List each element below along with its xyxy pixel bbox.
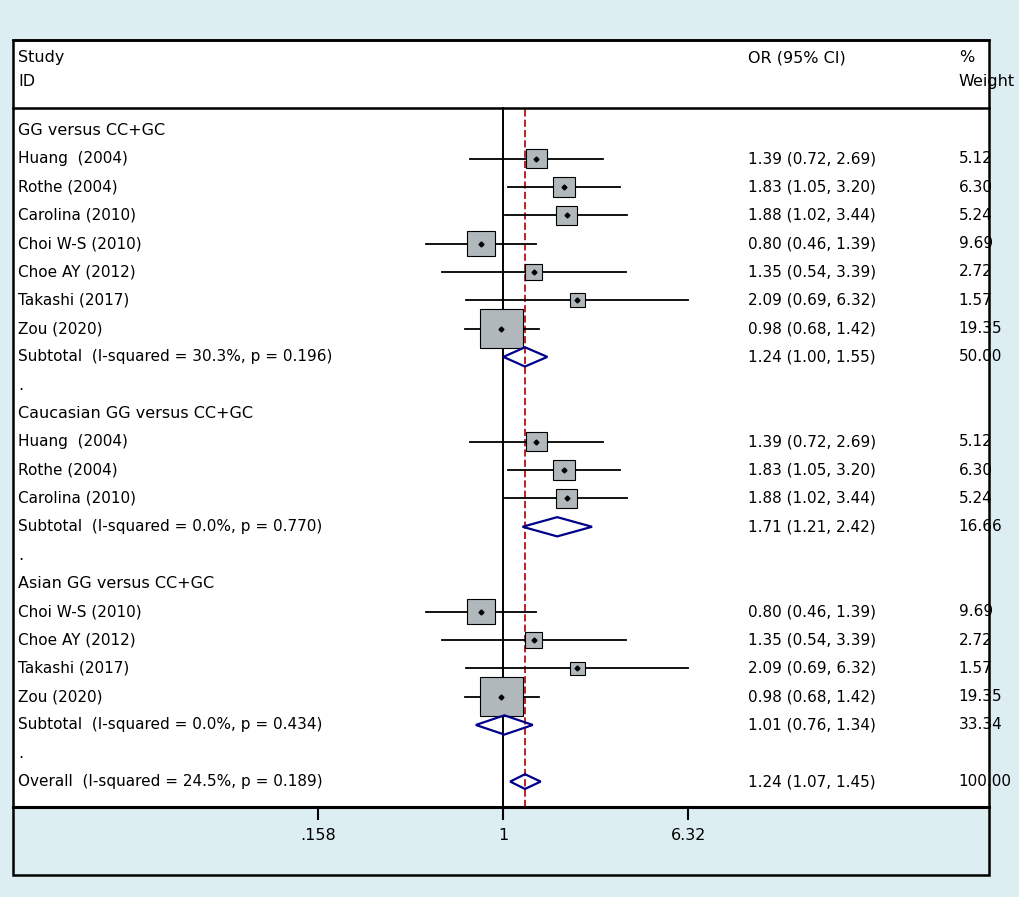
Bar (526, 432, 546, 451)
Text: 1.35 (0.54, 3.39): 1.35 (0.54, 3.39) (747, 265, 875, 280)
Text: 6.32: 6.32 (671, 828, 705, 843)
Bar (570, 293, 584, 307)
Text: ID: ID (18, 74, 36, 89)
Bar (525, 265, 541, 280)
Text: Subtotal  (I-squared = 30.3%, p = 0.196): Subtotal (I-squared = 30.3%, p = 0.196) (18, 350, 332, 364)
Bar (13, 40, 988, 807)
Text: Asian GG versus CC+GC: Asian GG versus CC+GC (18, 576, 214, 591)
Text: .158: .158 (301, 828, 336, 843)
Text: 5.12: 5.12 (958, 152, 991, 166)
Text: Carolina (2010): Carolina (2010) (18, 208, 137, 222)
Text: 16.66: 16.66 (958, 519, 1002, 535)
Bar (13, 806, 988, 875)
Bar (552, 460, 575, 481)
Text: 1.57: 1.57 (958, 661, 991, 675)
Text: Zou (2020): Zou (2020) (18, 689, 103, 704)
Text: Huang  (2004): Huang (2004) (18, 434, 128, 449)
Text: 0.80 (0.46, 1.39): 0.80 (0.46, 1.39) (747, 236, 874, 251)
Text: 1.39 (0.72, 2.69): 1.39 (0.72, 2.69) (747, 434, 875, 449)
Text: 1.24 (1.07, 1.45): 1.24 (1.07, 1.45) (747, 774, 874, 789)
Text: 2.09 (0.69, 6.32): 2.09 (0.69, 6.32) (747, 661, 875, 675)
Text: 0.98 (0.68, 1.42): 0.98 (0.68, 1.42) (747, 689, 874, 704)
Text: 1.35 (0.54, 3.39): 1.35 (0.54, 3.39) (747, 632, 875, 648)
Text: Choi W-S (2010): Choi W-S (2010) (18, 236, 142, 251)
Bar (556, 489, 577, 508)
Text: 1.24 (1.00, 1.55): 1.24 (1.00, 1.55) (747, 350, 874, 364)
Text: Carolina (2010): Carolina (2010) (18, 491, 137, 506)
Text: OR (95% CI): OR (95% CI) (747, 50, 845, 65)
Text: 50.00: 50.00 (958, 350, 1002, 364)
Text: .: . (18, 745, 23, 761)
Text: Subtotal  (I-squared = 0.0%, p = 0.434): Subtotal (I-squared = 0.0%, p = 0.434) (18, 718, 322, 733)
Text: 9.69: 9.69 (958, 605, 991, 619)
Text: 6.30: 6.30 (958, 179, 991, 195)
Bar (526, 149, 546, 168)
Bar (552, 177, 575, 197)
Text: 0.98 (0.68, 1.42): 0.98 (0.68, 1.42) (747, 321, 874, 336)
Text: Zou (2020): Zou (2020) (18, 321, 103, 336)
Text: Rothe (2004): Rothe (2004) (18, 463, 118, 477)
Text: 5.24: 5.24 (958, 491, 991, 506)
Text: 5.24: 5.24 (958, 208, 991, 222)
Text: Choe AY (2012): Choe AY (2012) (18, 632, 136, 648)
Text: 6.30: 6.30 (958, 463, 991, 477)
Text: 1.71 (1.21, 2.42): 1.71 (1.21, 2.42) (747, 519, 874, 535)
Text: 1.88 (1.02, 3.44): 1.88 (1.02, 3.44) (747, 208, 874, 222)
Text: 1.57: 1.57 (958, 292, 991, 308)
Text: 1: 1 (498, 828, 508, 843)
Text: .: . (18, 547, 23, 562)
Bar (525, 632, 541, 648)
Text: Overall  (I-squared = 24.5%, p = 0.189): Overall (I-squared = 24.5%, p = 0.189) (18, 774, 323, 789)
Text: Choi W-S (2010): Choi W-S (2010) (18, 605, 142, 619)
Text: 1.88 (1.02, 3.44): 1.88 (1.02, 3.44) (747, 491, 874, 506)
Text: 1.83 (1.05, 3.20): 1.83 (1.05, 3.20) (747, 463, 874, 477)
Text: 1.01 (0.76, 1.34): 1.01 (0.76, 1.34) (747, 718, 874, 733)
Text: 19.35: 19.35 (958, 321, 1002, 336)
Text: 1.83 (1.05, 3.20): 1.83 (1.05, 3.20) (747, 179, 874, 195)
Text: Study: Study (18, 50, 64, 65)
Bar (570, 661, 584, 675)
Bar (556, 205, 577, 225)
Text: Caucasian GG versus CC+GC: Caucasian GG versus CC+GC (18, 406, 253, 421)
Text: 100.00: 100.00 (958, 774, 1011, 789)
Text: Weight: Weight (958, 74, 1014, 89)
Text: Huang  (2004): Huang (2004) (18, 152, 128, 166)
Text: 2.09 (0.69, 6.32): 2.09 (0.69, 6.32) (747, 292, 875, 308)
Text: 5.12: 5.12 (958, 434, 991, 449)
Text: 2.72: 2.72 (958, 632, 991, 648)
Text: Takashi (2017): Takashi (2017) (18, 661, 129, 675)
Text: Choe AY (2012): Choe AY (2012) (18, 265, 136, 280)
Bar (480, 677, 523, 717)
Text: Subtotal  (I-squared = 0.0%, p = 0.770): Subtotal (I-squared = 0.0%, p = 0.770) (18, 519, 322, 535)
Text: 1.39 (0.72, 2.69): 1.39 (0.72, 2.69) (747, 152, 875, 166)
Text: GG versus CC+GC: GG versus CC+GC (18, 123, 165, 138)
Text: %: % (958, 50, 973, 65)
Bar (467, 599, 494, 624)
Text: 2.72: 2.72 (958, 265, 991, 280)
Text: Takashi (2017): Takashi (2017) (18, 292, 129, 308)
Text: 9.69: 9.69 (958, 236, 991, 251)
Text: 0.80 (0.46, 1.39): 0.80 (0.46, 1.39) (747, 605, 874, 619)
Text: 19.35: 19.35 (958, 689, 1002, 704)
Bar (467, 231, 494, 257)
Text: Rothe (2004): Rothe (2004) (18, 179, 118, 195)
Text: .: . (18, 378, 23, 393)
Bar (480, 309, 523, 348)
Text: 33.34: 33.34 (958, 718, 1002, 733)
